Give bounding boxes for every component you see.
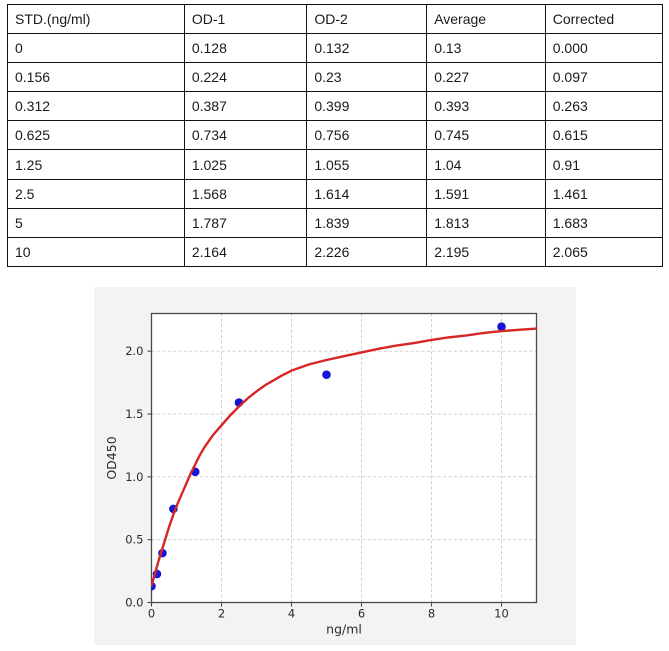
table-cell: 0.393 (426, 91, 546, 122)
x-axis-label: ng/ml (326, 622, 362, 637)
data-layer (151, 322, 537, 591)
table-cell: 2.195 (426, 236, 546, 267)
x-tick-label: 4 (288, 607, 295, 621)
table-cell: 0.132 (306, 33, 428, 64)
standards-table: STD.(ng/ml) OD-1 OD-2 Average Corrected 0 0.1… (7, 3, 664, 267)
table-cell: 0.91 (544, 149, 664, 180)
table-cell: 1.591 (426, 178, 546, 209)
table-cell: 1.04 (426, 149, 546, 180)
table-cell: 0.387 (183, 91, 308, 122)
x-tick-label: 8 (428, 607, 435, 621)
table-cell: 0.312 (7, 91, 185, 122)
table-cell: 0.625 (7, 120, 185, 151)
table-cell: 2.065 (544, 236, 664, 267)
table-header-row: STD.(ng/ml) OD-1 OD-2 Average Corrected (7, 3, 664, 35)
table-row: 0.625 0.734 0.756 0.745 0.615 (7, 120, 664, 151)
standard-curve-chart: 0 2 4 6 8 10 0.0 0.5 1.0 1.5 2.0 ng/ml OD450 (104, 312, 538, 637)
x-tick-label: 0 (148, 607, 155, 621)
table-cell: 0.128 (183, 33, 308, 64)
table-cell: 1.25 (7, 149, 185, 180)
table-body: 0 0.128 0.132 0.13 0.000 0.156 0.224 0.23 0.227 0… (7, 33, 664, 267)
column-header: OD-1 (183, 3, 308, 35)
scatter-point (497, 322, 506, 331)
y-tick-label: 0.0 (125, 596, 143, 610)
plot-area (151, 313, 537, 603)
table-cell: 0.23 (306, 62, 428, 93)
table-cell: 1.461 (544, 178, 664, 209)
standard-curve-figure: 0 2 4 6 8 10 0.0 0.5 1.0 1.5 2.0 ng/ml OD450 (94, 287, 576, 645)
table-cell: 0.756 (306, 120, 428, 151)
table-cell: 0.745 (426, 120, 546, 151)
table-cell: 1.055 (306, 149, 428, 180)
axes-spines (150, 312, 538, 604)
column-header: STD.(ng/ml) (7, 3, 185, 35)
table-row: 2.5 1.568 1.614 1.591 1.461 (7, 178, 664, 209)
scatter-point (322, 370, 331, 379)
table-cell: 1.683 (544, 207, 664, 238)
column-header: Average (426, 3, 546, 35)
table-head: STD.(ng/ml) OD-1 OD-2 Average Corrected (7, 3, 664, 35)
table-cell: 0.734 (183, 120, 308, 151)
table-row: 5 1.787 1.839 1.813 1.683 (7, 207, 664, 238)
y-tick-label: 2.0 (125, 344, 143, 358)
y-tick-label: 0.5 (125, 533, 143, 547)
column-header: OD-2 (306, 3, 428, 35)
table-row: 1.25 1.025 1.055 1.04 0.91 (7, 149, 664, 180)
fit-curve (151, 327, 537, 587)
table-row: 10 2.164 2.226 2.195 2.065 (7, 236, 664, 267)
table-cell: 0.399 (306, 91, 428, 122)
table-cell: 1.568 (183, 178, 308, 209)
table-cell: 0.263 (544, 91, 664, 122)
y-axis-label: OD450 (104, 436, 119, 479)
column-header: Corrected (544, 3, 664, 35)
x-tick-label: 10 (494, 607, 509, 621)
table-cell: 2.5 (7, 178, 185, 209)
table-cell: 1.614 (306, 178, 428, 209)
table-cell: 0.224 (183, 62, 308, 93)
table-cell: 0.156 (7, 62, 185, 93)
table-cell: 0.227 (426, 62, 546, 93)
table-cell: 0.615 (544, 120, 664, 151)
x-tick-label: 6 (358, 607, 365, 621)
table-cell: 2.226 (306, 236, 428, 267)
y-tick-label: 1.0 (125, 470, 143, 484)
table-cell: 1.839 (306, 207, 428, 238)
y-tick-label: 1.5 (125, 407, 143, 421)
table-cell: 1.025 (183, 149, 308, 180)
table-cell: 0 (7, 33, 185, 64)
table-cell: 1.813 (426, 207, 546, 238)
x-tick-label: 2 (218, 607, 225, 621)
table-cell: 2.164 (183, 236, 308, 267)
table-cell: 1.787 (183, 207, 308, 238)
table-cell: 0.000 (544, 33, 664, 64)
table-row: 0.156 0.224 0.23 0.227 0.097 (7, 62, 664, 93)
table-cell: 0.13 (426, 33, 546, 64)
table-row: 0.312 0.387 0.399 0.393 0.263 (7, 91, 664, 122)
table-cell: 0.097 (544, 62, 664, 93)
table-cell: 5 (7, 207, 185, 238)
table-cell: 10 (7, 236, 185, 267)
table-row: 0 0.128 0.132 0.13 0.000 (7, 33, 664, 64)
